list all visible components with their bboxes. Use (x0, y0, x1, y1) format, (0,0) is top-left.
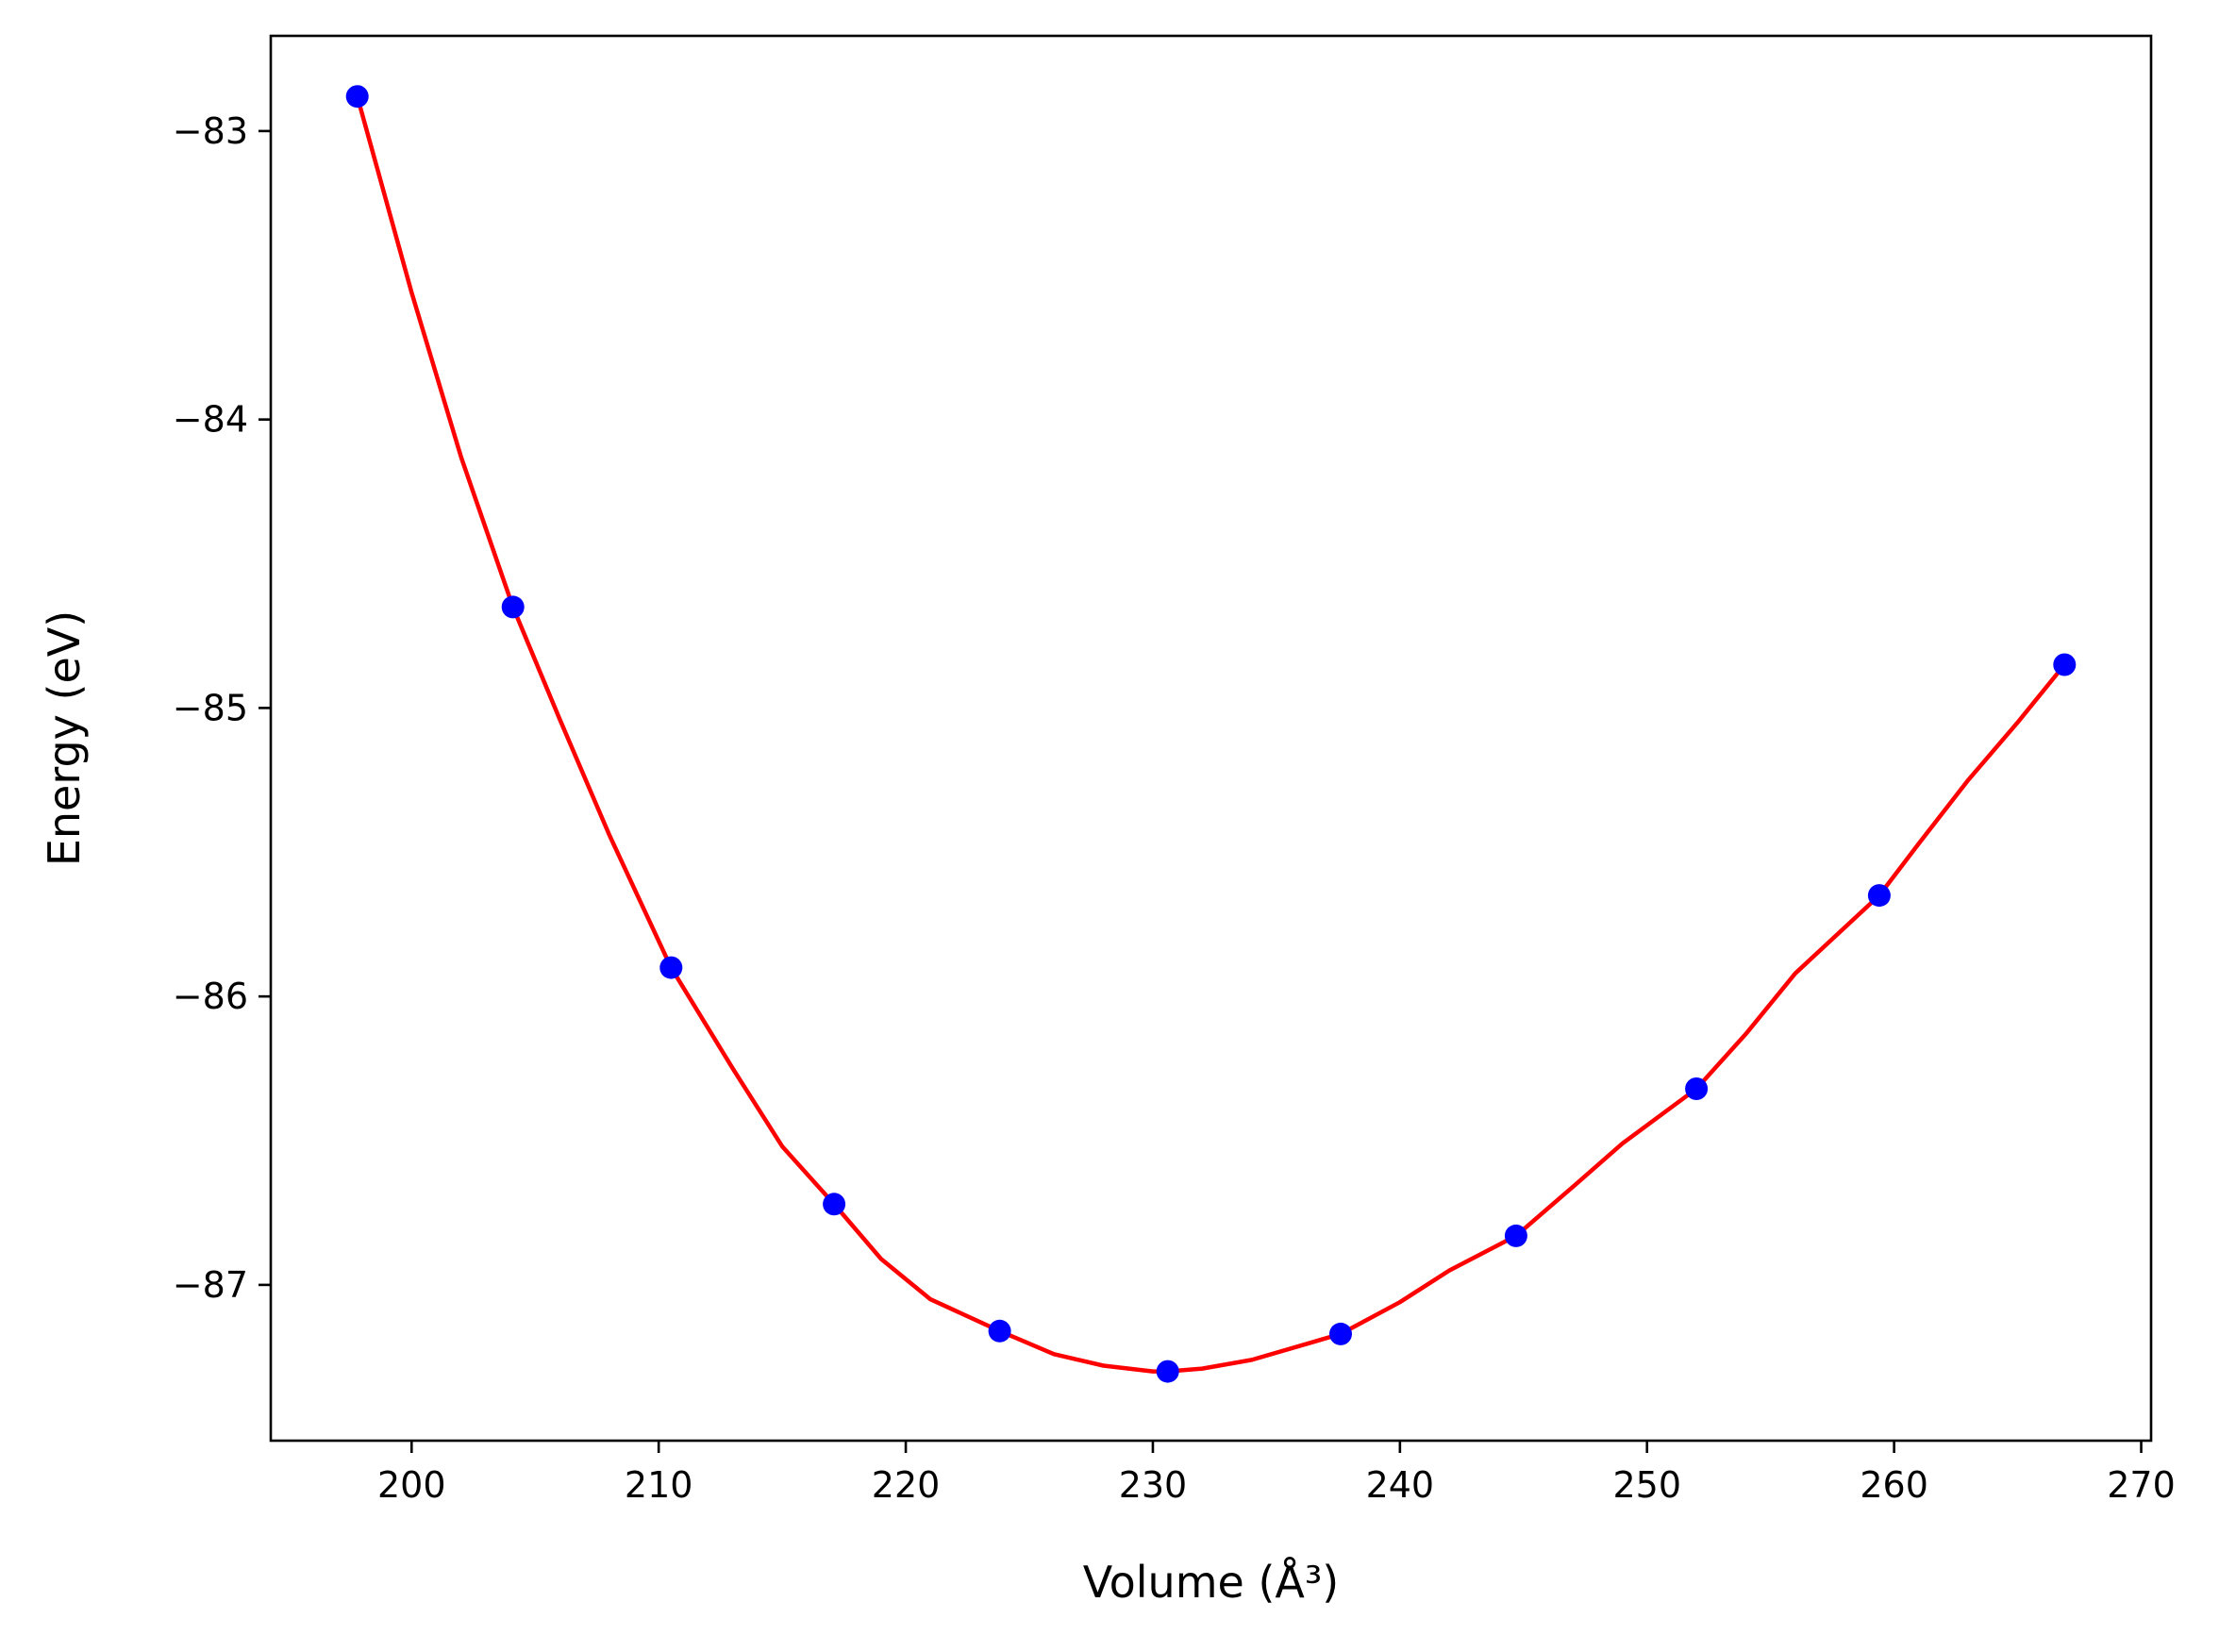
data-point (2053, 653, 2077, 676)
y-tick-label: −83 (173, 110, 248, 152)
x-tick-label: 210 (625, 1464, 693, 1506)
data-point (988, 1319, 1011, 1343)
x-tick-label: 200 (377, 1464, 446, 1506)
x-tick-label: 240 (1366, 1464, 1435, 1506)
data-point (823, 1193, 846, 1216)
x-tick-label: 260 (1860, 1464, 1928, 1506)
data-point (1504, 1224, 1527, 1247)
y-tick-label: −84 (173, 399, 248, 441)
x-tick-label: 270 (2107, 1464, 2176, 1506)
axis-ticks: 200 210 220 230 240 250 260 270 −83 −84 −85 −86 −87 (173, 110, 2176, 1506)
y-axis-label: Energy (eV) (39, 610, 90, 866)
data-point (1685, 1077, 1709, 1100)
data-point (345, 85, 369, 108)
x-tick-label: 220 (872, 1464, 941, 1506)
y-tick-label: −87 (173, 1264, 248, 1306)
y-tick-label: −86 (173, 976, 248, 1017)
data-point (1867, 884, 1891, 908)
x-tick-label: 250 (1612, 1464, 1681, 1506)
axes-frame (269, 34, 2153, 1443)
data-point (1156, 1360, 1179, 1383)
data-point (659, 956, 683, 979)
data-point (501, 595, 525, 619)
data-point (1329, 1322, 1352, 1345)
plot-area (345, 85, 2077, 1383)
y-tick-label: −85 (173, 687, 248, 728)
x-axis-label: Volume (Å³) (1083, 1557, 1340, 1608)
x-tick-label: 230 (1119, 1464, 1188, 1506)
